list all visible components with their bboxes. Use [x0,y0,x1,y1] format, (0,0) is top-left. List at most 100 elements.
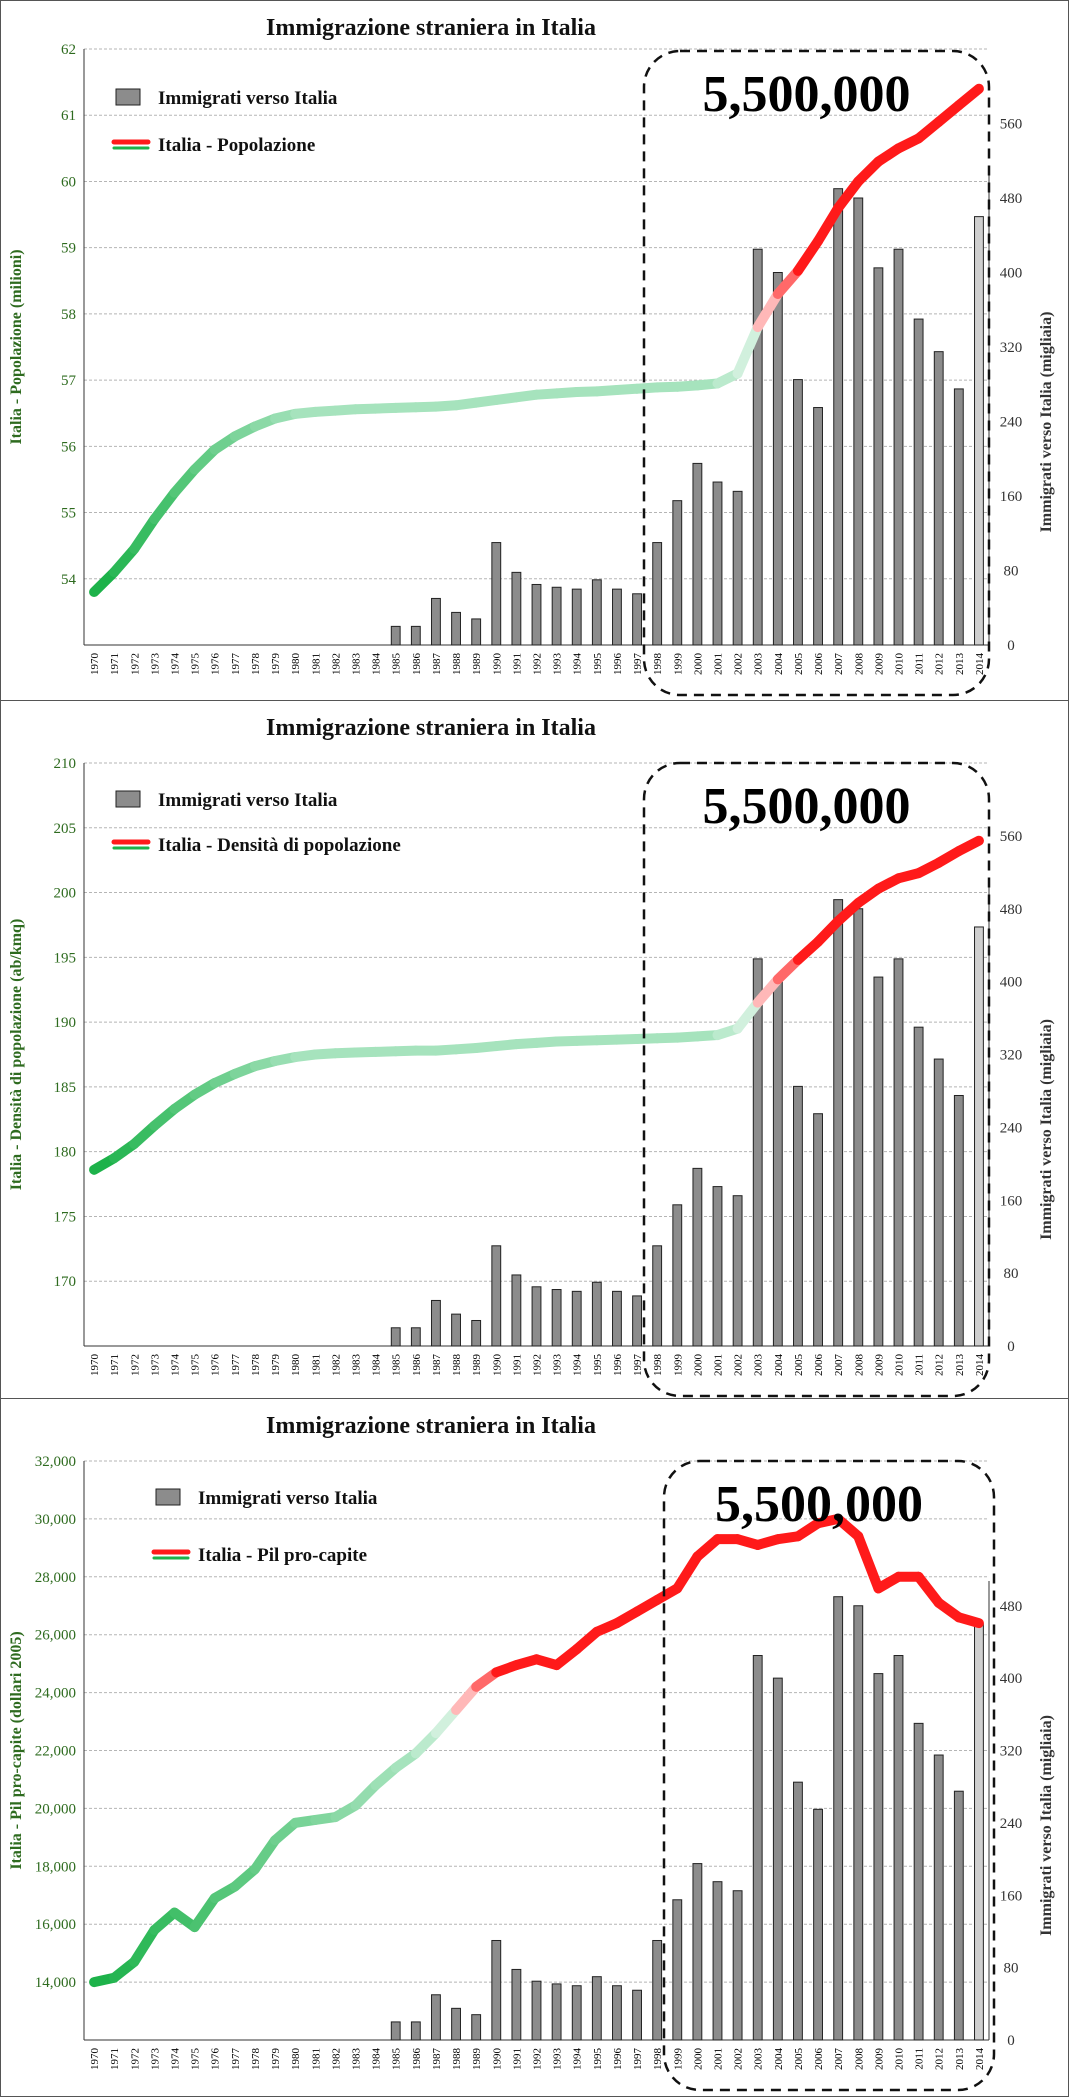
bar-1996 [612,588,622,646]
bar-1993 [551,586,562,646]
x-tick-label: 2011 [914,1354,926,1376]
bar-2006 [813,407,823,646]
y2-tick-label: 0 [1007,2033,1015,2049]
x-tick-label: 1997 [632,2048,644,2071]
legend-bar-label: Immigrati verso Italia [158,88,338,109]
x-tick-label: 1977 [230,653,242,676]
highlight-box [642,49,991,697]
bar-2010 [893,1655,904,2041]
y-tick-label: 16,000 [35,1917,76,1933]
bar-1985 [390,2021,401,2041]
x-tick-label: 1996 [612,653,624,676]
y2-tick-label: 160 [1000,489,1023,505]
x-tick-label: 1998 [652,1354,664,1377]
x-tick-label: 1976 [210,2048,222,2071]
bar-2013 [953,1790,964,2041]
y2-tick-label: 400 [1000,1671,1023,1687]
bar-2008 [853,197,864,646]
bar-1986 [410,2021,421,2041]
x-tick-label: 1974 [170,653,182,676]
bar-1995 [591,1281,602,1347]
bar-2005 [793,1781,803,2041]
x-tick-label: 1991 [511,2048,523,2070]
legend-bar-swatch [115,790,141,808]
bar-1993 [551,1983,562,2041]
x-tick-label: 1997 [632,1354,644,1377]
y2-axis-label: Immigrati verso Italia (migliaia) [1038,1715,1055,1936]
line-segment-2006 [813,202,844,247]
x-tick-label: 1995 [592,1354,604,1377]
x-tick-label: 1993 [552,1354,564,1377]
y-tick-label: 28,000 [35,1570,76,1586]
bar-2002 [732,1195,743,1347]
highlight-box [642,761,991,1398]
bar-1995 [591,1976,602,2041]
x-tick-label: 1983 [351,653,363,676]
x-tick-label: 1978 [250,653,262,676]
bar-1990 [491,1939,502,2041]
y2-tick-label: 480 [1000,1599,1023,1615]
y2-tick-label: 240 [1000,1120,1023,1136]
bar-1989 [471,2014,482,2041]
bar-1988 [451,611,461,646]
x-tick-label: 1992 [532,653,544,675]
bar-1994 [571,1985,582,2041]
x-tick-label: 2011 [914,2048,926,2070]
x-tick-label: 2006 [813,1354,825,1377]
chart-svg: 170 175 180 185 190 195 200 205 210 0 80 160 240 320 4… [8,715,1055,1398]
bar-1997 [632,1989,642,2041]
bar-2009 [873,976,884,1347]
x-tick-label: 1999 [672,653,684,676]
x-tick-label: 1992 [532,1354,544,1376]
line-segment-2011 [913,1571,944,1608]
x-tick-label: 2002 [733,653,745,675]
bar-2011 [913,1026,924,1347]
x-tick-label: 1974 [170,2048,182,2071]
line-segment-1975 [189,1893,220,1933]
bar-2001 [712,1186,723,1347]
y-tick-label: 190 [54,1015,77,1031]
highlight-box [662,1459,996,2092]
x-tick-label: 1973 [149,2048,161,2071]
y-tick-label: 195 [54,950,77,966]
bar-2011 [913,318,924,646]
bar-2000 [692,1863,703,2041]
x-tick-label: 1985 [391,2048,403,2071]
x-tick-label: 1994 [572,2048,584,2071]
x-tick-label: 1970 [89,2048,101,2071]
x-tick-label: 1984 [371,2048,383,2071]
line-segment-1999 [672,1551,703,1594]
x-tick-label: 1999 [672,1354,684,1377]
y-tick-label: 57 [61,373,77,389]
bar-2007 [833,1596,844,2041]
x-tick-label: 1980 [290,653,302,676]
y-tick-label: 32,000 [35,1454,76,1470]
line-segment-2007 [833,176,864,213]
y-tick-label: 61 [61,108,76,124]
x-tick-label: 1981 [310,653,322,675]
x-tick-label: 1989 [471,2048,483,2071]
x-tick-label: 1980 [290,2048,302,2071]
x-tick-label: 2001 [713,2048,725,2070]
bar-1991 [511,571,522,646]
x-tick-label: 1986 [411,1354,423,1377]
bar-2013 [953,388,964,646]
y-axis-label: Italia - Densità di popolazione (ab/kmq) [8,919,25,1191]
bar-2008 [853,908,864,1347]
x-tick-label: 1982 [330,653,342,675]
y-axis-label: Italia - Popolazione (milioni) [8,249,25,444]
y-tick-label: 62 [61,42,76,58]
x-tick-label: 1975 [190,1354,202,1377]
x-tick-label: 1988 [451,653,463,676]
y2-tick-label: 80 [1004,564,1019,580]
line-segment-2003 [752,974,783,1008]
y2-tick-label: 0 [1007,638,1015,654]
bar-1992 [531,1286,542,1347]
y-tick-label: 56 [61,439,77,455]
x-tick-label: 1975 [190,2048,202,2071]
y2-tick-label: 160 [1000,1888,1023,1904]
bar-2007 [833,899,844,1347]
legend-line-label: Italia - Densità di popolazione [158,835,401,856]
x-tick-label: 1970 [89,1354,101,1377]
bar-1992 [531,583,542,646]
